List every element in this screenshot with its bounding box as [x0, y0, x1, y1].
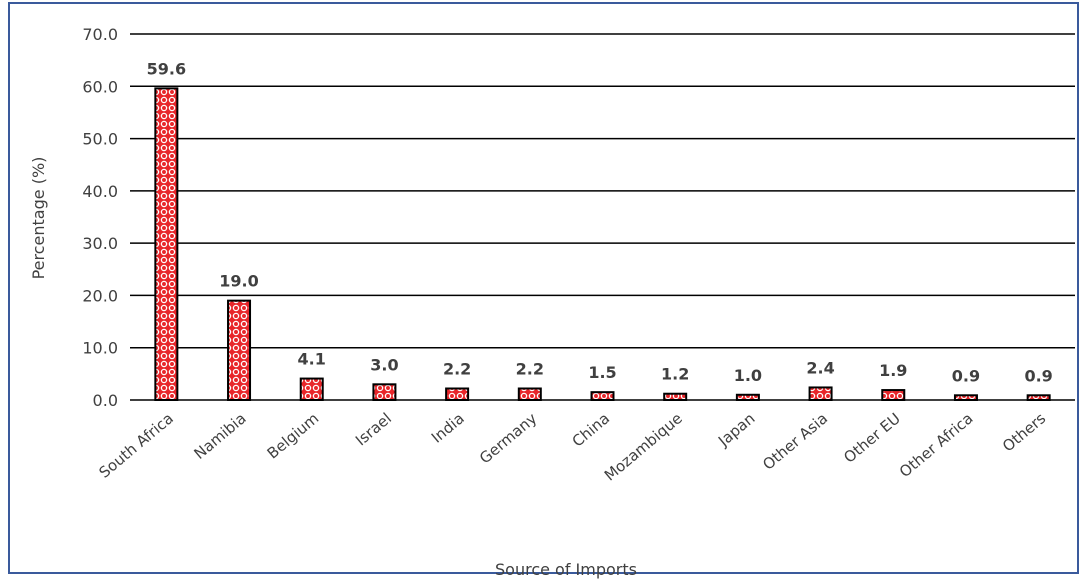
x-axis-categories: South Africa Namibia Belgium Israel India Ger…: [96, 409, 1050, 484]
y-tick-label: 0.0: [93, 391, 118, 410]
x-category-label: Mozambique: [601, 409, 686, 484]
y-tick-label: 70.0: [82, 25, 118, 44]
bars: [154, 87, 1051, 402]
y-tick-label: 40.0: [82, 182, 118, 201]
x-category-label: Other EU: [840, 409, 904, 466]
data-labels: 59.6 19.0 4.1 3.0 2.2 2.2 1.5 1.2 1.0 2.4 1.9 0.9 0.…: [147, 59, 1053, 385]
bar-israel: [372, 383, 397, 402]
data-label: 1.2: [661, 365, 689, 384]
y-tick-label: 30.0: [82, 234, 118, 253]
bar-germany: [517, 387, 542, 401]
bar-other-asia: [808, 386, 833, 401]
x-axis-title: Source of Imports: [495, 560, 637, 579]
x-category-label: Other Africa: [896, 409, 977, 481]
bar-other-africa: [953, 394, 978, 401]
data-label: 0.9: [952, 366, 980, 385]
y-tick-label: 20.0: [82, 286, 118, 305]
data-label: 59.6: [147, 59, 186, 78]
bar-others: [1026, 394, 1051, 401]
x-category-label: Belgium: [264, 409, 323, 462]
x-category-label: Israel: [352, 409, 395, 449]
bar-belgium: [299, 377, 324, 402]
data-label: 2.4: [806, 358, 834, 377]
bar-other-eu: [881, 389, 906, 401]
x-category-label: Other Asia: [759, 409, 831, 473]
bar-south-africa: [154, 87, 179, 402]
y-axis-title: Percentage (%): [29, 157, 48, 280]
data-label: 2.2: [443, 359, 471, 378]
y-tick-label: 50.0: [82, 130, 118, 149]
y-tick-label: 60.0: [82, 77, 118, 96]
data-label: 3.0: [370, 355, 398, 374]
x-category-label: India: [428, 409, 468, 446]
chart-frame: [8, 2, 1079, 574]
data-label: 1.9: [879, 361, 907, 380]
bar-india: [445, 387, 470, 401]
x-category-label: Germany: [476, 409, 540, 467]
x-category-label: Others: [999, 409, 1049, 455]
data-label: 19.0: [219, 272, 258, 291]
data-label: 4.1: [298, 350, 326, 369]
data-label: 1.0: [734, 366, 762, 385]
x-category-label: Namibia: [190, 409, 249, 463]
gridlines: [130, 33, 1075, 401]
y-tick-label: 10.0: [82, 339, 118, 358]
bar-mozambique: [663, 392, 688, 401]
bar-namibia: [227, 299, 252, 401]
x-category-label: China: [569, 409, 613, 450]
bar-china: [590, 391, 615, 401]
y-axis-ticks: 0.0 10.0 20.0 30.0 40.0 50.0 60.0 70.0: [82, 25, 118, 410]
data-label: 1.5: [588, 363, 616, 382]
bar-japan: [735, 393, 760, 401]
x-category-label: South Africa: [96, 409, 177, 481]
data-label: 2.2: [516, 359, 544, 378]
x-category-label: Japan: [714, 409, 758, 450]
data-label: 0.9: [1024, 366, 1052, 385]
